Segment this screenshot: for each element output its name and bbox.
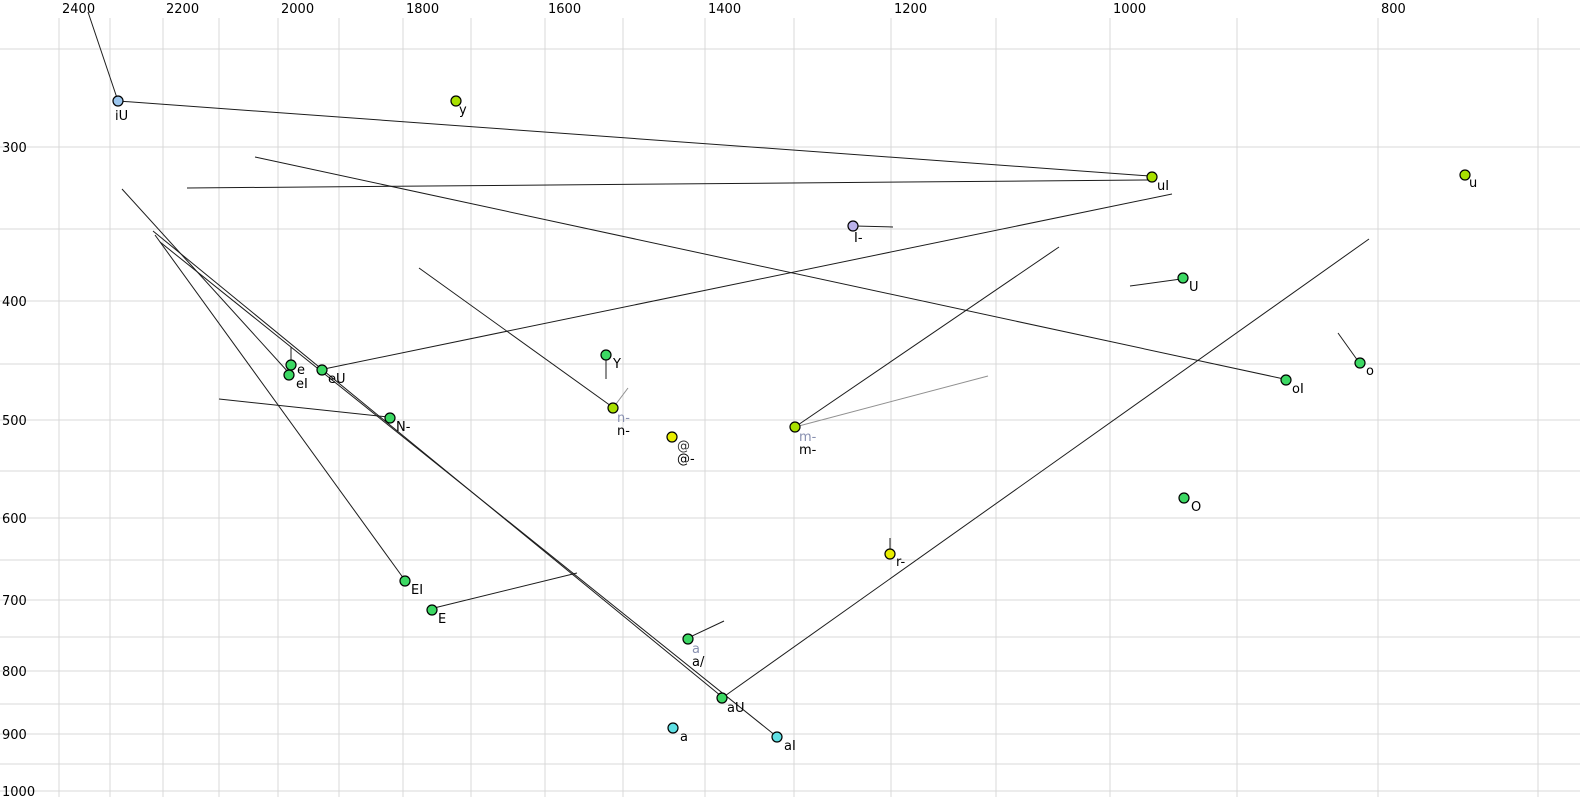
trajectory-flat-to-uI xyxy=(186,179,1151,189)
vowel-point-uI[interactable] xyxy=(1146,171,1158,183)
y-tick-label-1000: 1000 xyxy=(2,785,35,800)
vowel-point-eU[interactable] xyxy=(316,364,328,376)
trajectory-eI-onset xyxy=(121,188,290,374)
vowel-point-r-[interactable] xyxy=(884,548,896,560)
vowel-label-oI: oI xyxy=(1292,382,1304,397)
trajectory-E-offglide xyxy=(433,572,578,609)
y-tick-label-300: 300 xyxy=(2,141,27,156)
y-tick-label-700: 700 xyxy=(2,594,27,609)
vowel-point-aI[interactable] xyxy=(771,731,783,743)
vowel-label-I-: I- xyxy=(854,231,863,246)
vowel-point-N-[interactable] xyxy=(384,412,396,424)
trajectory-a-slash-tick xyxy=(689,620,725,638)
trajectory-fan-to-aI xyxy=(159,241,777,737)
x-tick-label-1000: 1000 xyxy=(1113,2,1146,17)
y-tick-label-900: 900 xyxy=(2,728,27,743)
vowel-point-a/[interactable] xyxy=(682,633,694,645)
vowel-label-iU: iU xyxy=(115,109,128,124)
trajectory-o-tick xyxy=(1337,332,1359,362)
trajectory-N-onset xyxy=(218,398,389,418)
x-tick-label-2000: 2000 xyxy=(281,2,314,17)
vowel-point-U[interactable] xyxy=(1177,272,1189,284)
trajectory-long-to-oI xyxy=(254,156,1285,380)
vowel-label-eU: eU xyxy=(328,372,346,387)
vowel-label-aI: aI xyxy=(784,739,796,754)
trajectory-fan-to-EI xyxy=(154,234,405,580)
vowel-label-u: u xyxy=(1469,176,1477,191)
trajectory-iU-onset xyxy=(87,11,119,102)
vowel-label-secondary-n-: n- xyxy=(617,411,630,426)
vowel-label-e: e xyxy=(297,363,305,378)
vowel-label-N-: N- xyxy=(396,420,411,435)
vowel-label-@-: @- xyxy=(677,452,695,467)
vowel-point-n-[interactable] xyxy=(607,402,619,414)
vowel-label-o: o xyxy=(1366,364,1374,379)
vowel-point-m-[interactable] xyxy=(789,421,801,433)
vowel-point-@-[interactable] xyxy=(666,431,678,443)
vowel-label-a/: a/ xyxy=(692,655,705,670)
vowel-point-u[interactable] xyxy=(1459,169,1471,181)
vowel-point-Y[interactable] xyxy=(600,349,612,361)
y-tick-label-800: 800 xyxy=(2,665,27,680)
vowel-label-Y: Y xyxy=(612,357,621,372)
y-tick-label-600: 600 xyxy=(2,512,27,527)
y-tick-label-400: 400 xyxy=(2,295,27,310)
x-tick-label-1600: 1600 xyxy=(548,2,581,17)
vowel-label-m-: m- xyxy=(799,443,817,458)
vowel-point-O[interactable] xyxy=(1178,492,1190,504)
vowel-label-n-: n- xyxy=(617,424,630,439)
x-tick-label-1800: 1800 xyxy=(406,2,439,17)
vowel-point-iU[interactable] xyxy=(112,95,124,107)
trajectory-U-tick xyxy=(1129,278,1182,287)
y-tick-label-500: 500 xyxy=(2,414,27,429)
vowel-label-EI: EI xyxy=(411,583,423,598)
trajectory-n-onset-long xyxy=(418,267,612,407)
trajectory-eU-offglide xyxy=(323,193,1173,370)
vowel-label-U: U xyxy=(1189,280,1199,295)
vowel-point-e[interactable] xyxy=(285,359,297,371)
vowel-label-eI: eI xyxy=(296,377,308,392)
vowel-point-I-[interactable] xyxy=(847,220,859,232)
x-tick-label-1400: 1400 xyxy=(708,2,741,17)
trajectory-aU-offglide xyxy=(721,238,1370,699)
vowel-label-r-: r- xyxy=(896,555,906,570)
vowel-label-secondary-a/: a xyxy=(692,642,700,657)
x-tick-label-1200: 1200 xyxy=(894,2,927,17)
vowel-point-a[interactable] xyxy=(667,722,679,734)
vowel-label-secondary-@-: @ xyxy=(677,439,690,454)
vowel-point-o[interactable] xyxy=(1354,357,1366,369)
vowel-point-EI[interactable] xyxy=(399,575,411,587)
vowel-label-uI: uI xyxy=(1157,179,1169,194)
trajectory-m-tick-gray xyxy=(794,375,989,428)
vowel-point-y[interactable] xyxy=(450,95,462,107)
trajectory-m-offglide xyxy=(794,246,1060,428)
vowel-label-O: O xyxy=(1191,500,1201,515)
x-tick-label-2200: 2200 xyxy=(166,2,199,17)
vowel-label-aU: aU xyxy=(727,701,744,716)
x-tick-label-800: 800 xyxy=(1381,2,1406,17)
vowel-label-a: a xyxy=(680,730,688,745)
vowel-label-secondary-m-: m- xyxy=(799,430,817,445)
vowel-point-eI[interactable] xyxy=(283,369,295,381)
vowel-label-E: E xyxy=(438,612,446,627)
trajectory-I-tick xyxy=(854,225,894,228)
trajectory-iU-to-uI xyxy=(117,100,1151,177)
vowel-label-y: y xyxy=(459,103,467,118)
vowel-point-E[interactable] xyxy=(426,604,438,616)
x-tick-label-2400: 2400 xyxy=(62,2,95,17)
vowel-point-oI[interactable] xyxy=(1280,374,1292,386)
vowel-point-aU[interactable] xyxy=(716,692,728,704)
